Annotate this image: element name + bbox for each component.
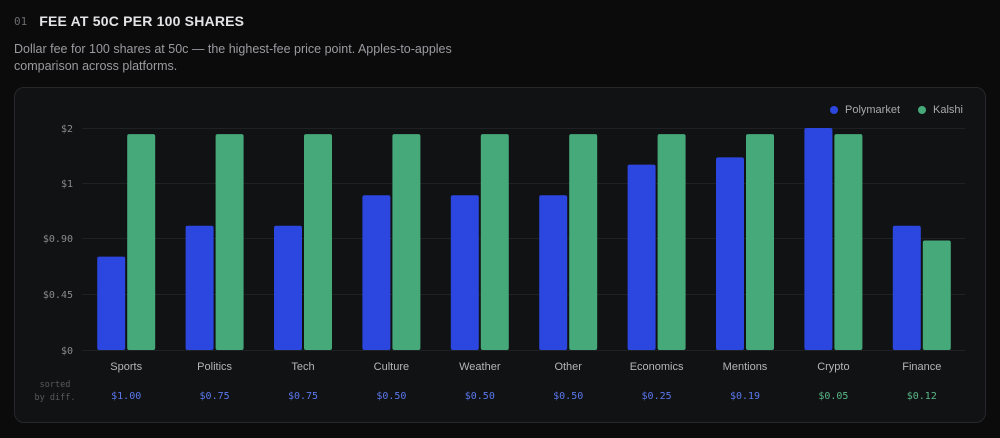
bar-kalshi-finance [922, 240, 951, 350]
bar-kalshi-sports [127, 134, 156, 350]
x-tick-label: Culture [374, 361, 409, 373]
x-tick-label: Economics [630, 361, 684, 373]
legend-label-polymarket: Polymarket [845, 104, 901, 116]
x-tick-label: Weather [459, 361, 501, 373]
legend-label-kalshi: Kalshi [933, 104, 963, 116]
legend-item-polymarket[interactable]: Polymarket [830, 104, 900, 116]
legend-item-kalshi[interactable]: Kalshi [918, 104, 963, 116]
x-tick-label: Politics [197, 361, 232, 373]
chart-legend: Polymarket Kalshi [812, 104, 963, 116]
chart-subtitle: Dollar fee for 100 shares at 50c — the h… [14, 42, 452, 73]
y-tick-label: $0.90 [43, 234, 73, 245]
bar-kalshi-other [569, 134, 598, 350]
bar-polymarket-mentions [716, 157, 744, 350]
y-tick-label: $2 [61, 124, 73, 135]
x-tick-label: Tech [291, 361, 314, 373]
sort-note-line1: sorted [40, 380, 71, 390]
y-tick-label: $0 [61, 346, 73, 357]
x-tick-label: Sports [110, 361, 142, 373]
legend-swatch-kalshi [918, 106, 927, 114]
bar-polymarket-tech [274, 225, 302, 350]
section-number: 01 [14, 14, 28, 28]
bar-polymarket-weather [450, 195, 479, 350]
bar-kalshi-politics [215, 134, 244, 350]
legend-swatch-polymarket [830, 106, 838, 114]
bar-kalshi-culture [392, 134, 421, 350]
bar-polymarket-culture [362, 195, 391, 350]
bar-kalshi-weather [480, 134, 509, 350]
bar-polymarket-economics [627, 164, 656, 350]
diff-label: $0.75 [200, 391, 230, 402]
section-header: 01 FEE AT 50C PER 100 SHARES [14, 12, 244, 30]
diff-label: $0.05 [818, 391, 848, 402]
x-tick-label: Mentions [723, 361, 768, 373]
diff-label: $0.50 [465, 391, 495, 402]
diff-label: $0.19 [730, 391, 760, 402]
bar-kalshi-mentions [746, 134, 774, 350]
diff-label: $0.50 [553, 391, 583, 402]
bar-polymarket-crypto [804, 128, 833, 350]
diff-label: $0.75 [288, 391, 318, 402]
bar-polymarket-other [539, 195, 568, 350]
sort-note-line2: by diff. [35, 393, 76, 403]
bar-polymarket-politics [185, 225, 214, 350]
bar-kalshi-crypto [834, 134, 863, 350]
x-tick-label: Finance [902, 361, 941, 373]
diff-label: $1.00 [111, 391, 141, 402]
y-tick-label: $1 [61, 179, 73, 190]
chart-title: FEE AT 50C PER 100 SHARES [39, 13, 245, 29]
diff-label: $0.12 [907, 391, 937, 402]
bar-polymarket-sports [97, 256, 126, 350]
diff-label: $0.25 [642, 391, 672, 402]
x-tick-label: Crypto [817, 361, 849, 373]
bar-kalshi-tech [304, 134, 332, 350]
y-tick-label: $0.45 [43, 290, 73, 301]
diff-label: $0.50 [376, 391, 406, 402]
bar-kalshi-economics [657, 134, 686, 350]
x-tick-label: Other [554, 361, 582, 373]
bar-polymarket-finance [892, 225, 921, 350]
